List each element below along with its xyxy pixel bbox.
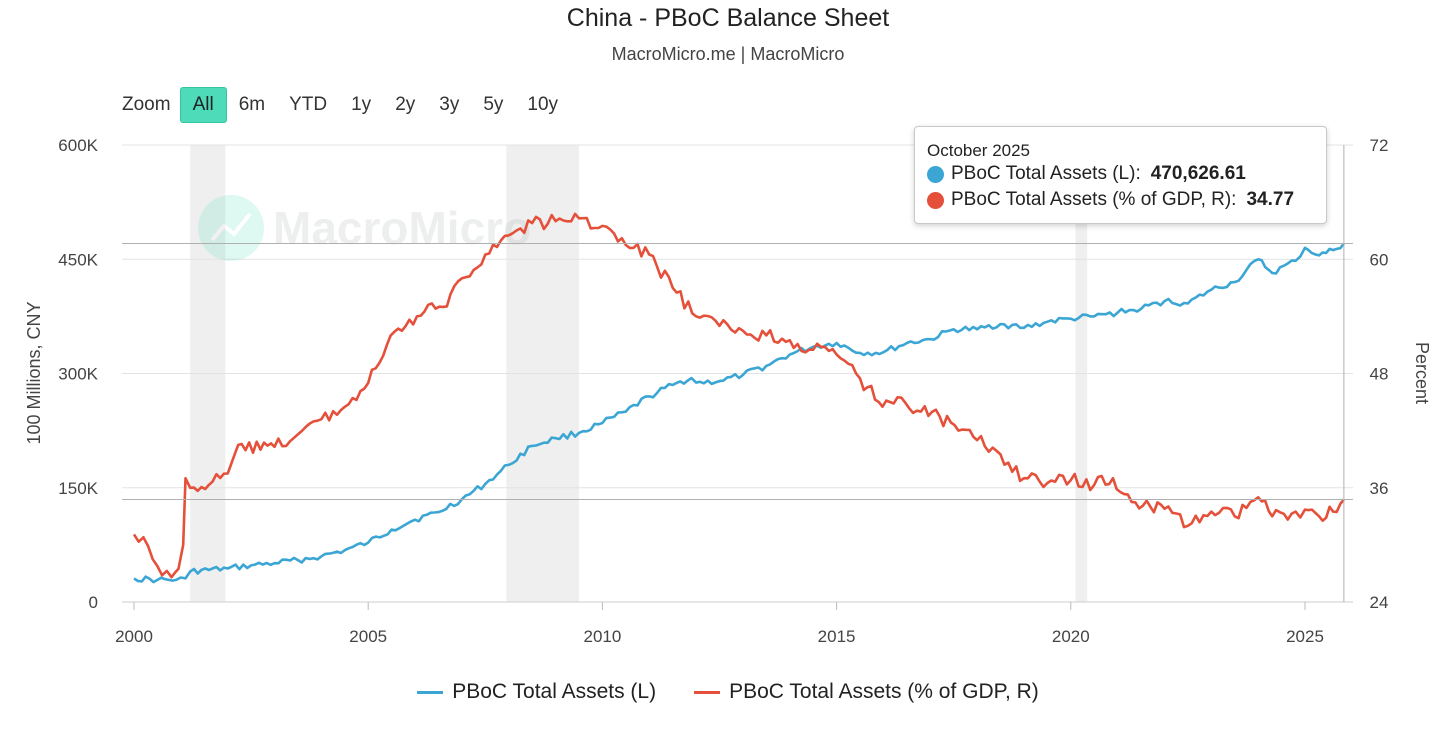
y-right-tick-label: 48 <box>1370 365 1389 384</box>
tooltip-label: PBoC Total Assets (% of GDP, R): <box>951 189 1237 210</box>
y-axis-right-label: Percent <box>1412 342 1432 404</box>
x-tick-label: 2005 <box>349 627 387 646</box>
legend-line-icon <box>694 690 721 694</box>
watermark-text: MacroMicro <box>273 202 531 254</box>
zoom-3y-button[interactable]: 3y <box>439 94 460 115</box>
tooltip-value: 470,626.61 <box>1150 163 1246 184</box>
zoom-10y-button[interactable]: 10y <box>527 94 559 115</box>
zoom-6m-button[interactable]: 6m <box>238 94 266 115</box>
tooltip-row-gdp: PBoC Total Assets (% of GDP, R): 34.77 <box>927 189 1294 211</box>
tooltip-date: October 2025 <box>927 141 1031 160</box>
y-left-tick-label: 600K <box>58 136 98 155</box>
chart-subtitle: MacroMicro.me | MacroMicro <box>611 44 845 64</box>
tooltip: October 2025 PBoC Total Assets (L): 470,… <box>914 126 1327 224</box>
crosshair <box>122 145 1353 602</box>
zoom-1y-button[interactable]: 1y <box>351 94 372 115</box>
series-dot-icon <box>927 191 944 209</box>
zoom-5y-button[interactable]: 5y <box>483 94 504 115</box>
x-tick-label: 2020 <box>1052 627 1090 646</box>
legend-label: PBoC Total Assets (% of GDP, R) <box>729 680 1039 703</box>
x-tick-label: 2000 <box>115 627 153 646</box>
y-right-tick-label: 24 <box>1370 593 1389 612</box>
legend-item-assets[interactable]: PBoC Total Assets (L) <box>417 680 656 704</box>
y-right-tick-label: 60 <box>1370 250 1389 269</box>
watermark-logo-mark <box>210 212 252 242</box>
legend-item-gdp[interactable]: PBoC Total Assets (% of GDP, R) <box>694 680 1039 704</box>
zoom-bar: Zoom All 6m YTD 1y 2y 3y 5y 10y <box>122 87 570 123</box>
y-axis-left-label: 100 Millions, CNY <box>24 301 44 444</box>
series-line-gdp[interactable] <box>132 212 1345 579</box>
zoom-all-button[interactable]: All <box>179 87 227 123</box>
tooltip-row-assets: PBoC Total Assets (L): 470,626.61 <box>927 163 1246 185</box>
series-line-assets[interactable] <box>133 242 1345 584</box>
y-left-tick-label: 450K <box>58 250 98 269</box>
y-right-tick-label: 72 <box>1370 136 1389 155</box>
legend-line-icon <box>417 690 444 694</box>
zoom-label: Zoom <box>122 94 171 115</box>
tooltip-value: 34.77 <box>1246 189 1295 210</box>
tooltip-label: PBoC Total Assets (L): <box>951 163 1141 184</box>
series-lines <box>132 212 1345 584</box>
chart-title: China - PBoC Balance Sheet <box>566 4 890 32</box>
zoom-2y-button[interactable]: 2y <box>395 94 416 115</box>
axes: 0 24 150K 36 300K 48 450K 60 600K 72 2000 2005 2010 2… <box>58 136 1388 646</box>
x-tick-label: 2010 <box>583 627 621 646</box>
watermark-logo-icon <box>198 195 264 261</box>
y-left-tick-label: 300K <box>58 365 98 384</box>
x-tick-label: 2025 <box>1286 627 1324 646</box>
watermark: MacroMicro <box>198 195 531 261</box>
y-left-tick-label: 150K <box>58 479 98 498</box>
y-left-tick-label: 0 <box>89 593 98 612</box>
y-right-tick-label: 36 <box>1370 479 1389 498</box>
legend-label: PBoC Total Assets (L) <box>452 680 657 703</box>
x-tick-label: 2015 <box>818 627 856 646</box>
legend: PBoC Total Assets (L) PBoC Total Assets … <box>0 680 1456 704</box>
zoom-ytd-button[interactable]: YTD <box>289 94 328 115</box>
series-dot-icon <box>927 165 944 183</box>
